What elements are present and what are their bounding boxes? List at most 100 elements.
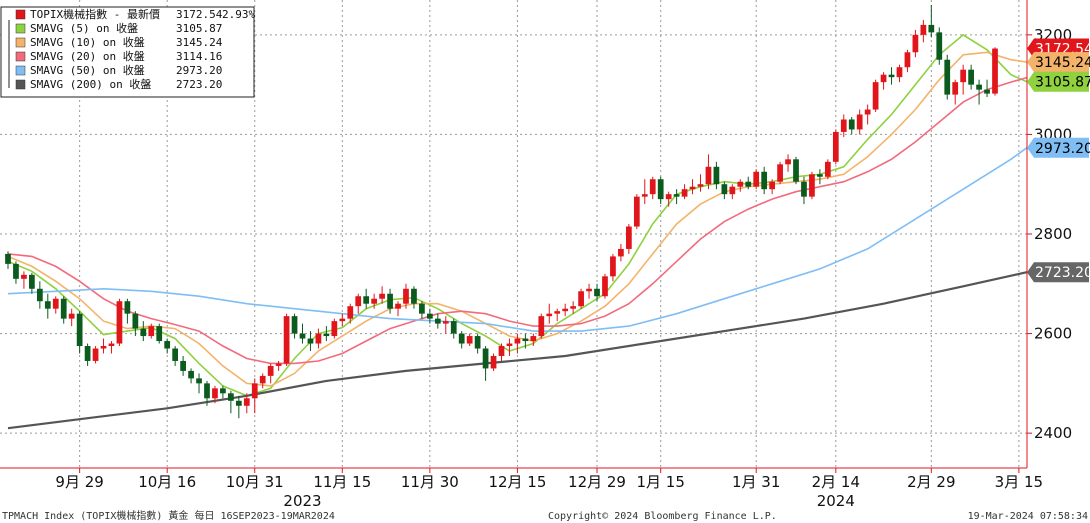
candle bbox=[251, 378, 258, 414]
candle bbox=[785, 154, 791, 172]
candle bbox=[737, 179, 744, 192]
candle-body bbox=[745, 181, 752, 187]
x-axis-ticks: 9月 29 10月 16 10月 31 11月 15 11月 30 12月 15 12月 2… bbox=[55, 468, 1043, 510]
candle-body bbox=[944, 59, 951, 95]
candle bbox=[220, 385, 226, 399]
candle-body bbox=[928, 24, 935, 33]
candle-body bbox=[610, 256, 616, 277]
candle bbox=[331, 318, 338, 339]
candle-body bbox=[21, 274, 27, 279]
candle-body bbox=[323, 333, 330, 337]
candle bbox=[13, 261, 19, 284]
x-tick-label: 11月 30 bbox=[401, 473, 459, 491]
candle bbox=[116, 298, 123, 347]
candle-body bbox=[371, 298, 378, 304]
candle bbox=[84, 343, 91, 366]
candle-body bbox=[132, 313, 139, 329]
candle-body bbox=[920, 24, 927, 35]
candle bbox=[689, 179, 696, 195]
candle-body bbox=[180, 360, 186, 371]
candle-body bbox=[196, 378, 202, 384]
candle bbox=[339, 313, 346, 327]
candle-body bbox=[220, 388, 226, 394]
candle bbox=[379, 286, 385, 304]
x-tick-label: 2月 29 bbox=[907, 473, 955, 491]
candle bbox=[976, 79, 982, 105]
candle bbox=[466, 333, 473, 347]
candle-body bbox=[108, 343, 115, 347]
candle-body bbox=[793, 159, 799, 182]
candle bbox=[554, 308, 561, 322]
candle bbox=[586, 283, 592, 299]
candle bbox=[888, 67, 895, 85]
y-tick-label: 2400 bbox=[1034, 424, 1072, 442]
candle bbox=[968, 64, 974, 90]
candle-body bbox=[809, 174, 815, 197]
candle bbox=[928, 4, 935, 38]
candle-body bbox=[29, 274, 35, 289]
axis-tag-4: 2723.20 bbox=[1027, 262, 1090, 283]
candle-body bbox=[60, 298, 67, 319]
candle bbox=[872, 79, 879, 113]
candle-body bbox=[339, 318, 346, 322]
legend-item-sma5: SMAVG (5) on 收盤 3105.87 bbox=[15, 21, 222, 35]
candle bbox=[60, 296, 67, 324]
candle bbox=[315, 328, 322, 349]
candle-body bbox=[188, 370, 194, 379]
candle bbox=[657, 176, 664, 205]
candle-body bbox=[801, 181, 807, 197]
candle bbox=[952, 79, 959, 105]
candle bbox=[172, 346, 179, 366]
candle-body bbox=[315, 333, 322, 344]
candle bbox=[673, 189, 680, 205]
candle bbox=[450, 318, 457, 339]
candle-body bbox=[291, 316, 298, 334]
candle bbox=[809, 171, 815, 200]
legend-item-sma10: SMAVG (10) on 收盤 3145.24 bbox=[15, 35, 223, 49]
candle-body bbox=[856, 114, 863, 130]
axis-tag-label: 3105.87 bbox=[1035, 75, 1090, 91]
candle-body bbox=[713, 166, 720, 185]
candle bbox=[570, 301, 577, 314]
x-year-label: 2024 bbox=[817, 492, 855, 510]
legend-value: 3172.54 bbox=[176, 8, 223, 21]
candle-body bbox=[872, 82, 879, 110]
candle bbox=[681, 184, 688, 200]
candle-body bbox=[761, 171, 768, 190]
candle bbox=[801, 176, 807, 205]
legend-item-sma20: SMAVG (20) on 收盤 3114.16 bbox=[15, 49, 222, 63]
candle bbox=[164, 338, 171, 354]
x-tick-label: 10月 31 bbox=[226, 473, 284, 491]
candle-body bbox=[952, 82, 959, 95]
candle bbox=[864, 104, 871, 125]
candle-body bbox=[618, 248, 624, 257]
candle-body bbox=[267, 365, 274, 376]
candle-body bbox=[936, 32, 943, 60]
candle-body bbox=[403, 288, 409, 304]
candle bbox=[363, 288, 370, 309]
candle bbox=[180, 355, 186, 376]
ma-line-4 bbox=[7, 271, 1028, 430]
candle bbox=[713, 161, 720, 190]
candle-body bbox=[506, 343, 513, 347]
candle-body bbox=[570, 306, 577, 309]
candle bbox=[482, 346, 489, 381]
legend-value: 2973.20 bbox=[176, 64, 222, 77]
candle-body bbox=[204, 383, 210, 399]
candle bbox=[729, 184, 736, 200]
candle bbox=[522, 333, 529, 349]
candle bbox=[625, 224, 632, 254]
candle-body bbox=[116, 301, 123, 344]
legend-value: 3114.16 bbox=[176, 50, 222, 63]
candle bbox=[371, 293, 378, 309]
candle-body bbox=[602, 276, 608, 297]
legend-swatch bbox=[15, 65, 26, 76]
candle bbox=[721, 181, 728, 200]
candle bbox=[904, 49, 911, 73]
candle bbox=[228, 390, 234, 414]
candle-body bbox=[212, 388, 218, 399]
x-tick-label: 1月 31 bbox=[732, 473, 780, 491]
footer-center: Copyright© 2024 Bloomberg Finance L.P. bbox=[548, 511, 777, 522]
x-tick-label: 2月 14 bbox=[812, 473, 860, 491]
